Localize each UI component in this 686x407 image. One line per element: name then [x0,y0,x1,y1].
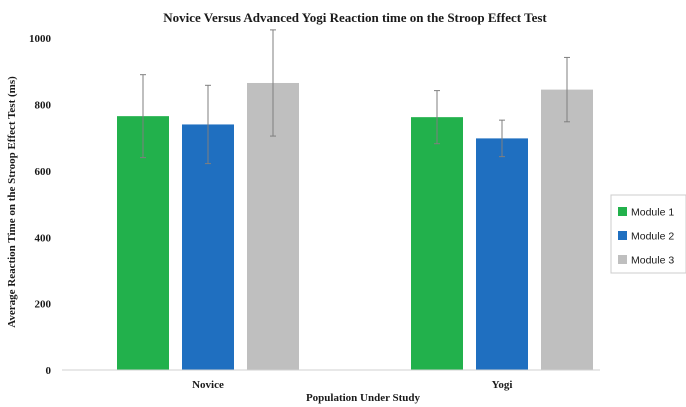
category-label-novice: Novice [192,379,224,391]
bar-module-2-novice [182,124,234,370]
y-axis-title: Average Reaction Time on the Stroop Effe… [6,76,18,328]
bar-module-3-yogi [541,89,593,370]
legend-swatch-module-1 [618,207,627,216]
bar-module-2-yogi [476,138,528,370]
y-tick-label: 400 [35,232,52,244]
x-axis-title: Population Under Study [306,392,421,404]
category-label-yogi: Yogi [492,379,513,391]
category-labels: Novice Yogi [192,379,512,391]
legend-swatch-module-2 [618,231,627,240]
y-tick-label: 1000 [29,33,52,45]
y-tick-label: 600 [35,166,52,178]
legend-label-module-2: Module 2 [631,231,674,243]
legend-label-module-3: Module 3 [631,255,674,267]
bars-group [117,82,593,371]
y-tick-label: 200 [35,299,52,311]
chart-title: Novice Versus Advanced Yogi Reaction tim… [163,10,547,25]
error-bars-group [140,29,570,165]
y-tick-label: 0 [46,365,52,377]
y-tick-label: 800 [35,100,52,112]
bar-module-1-yogi [411,117,463,371]
bar-module-1-novice [117,116,169,370]
legend-label-module-1: Module 1 [631,207,674,219]
legend: Module 1 Module 2 Module 3 [610,194,686,274]
y-axis-ticks: 0 200 400 600 800 1000 [29,33,52,377]
legend-swatch-module-3 [618,255,627,264]
